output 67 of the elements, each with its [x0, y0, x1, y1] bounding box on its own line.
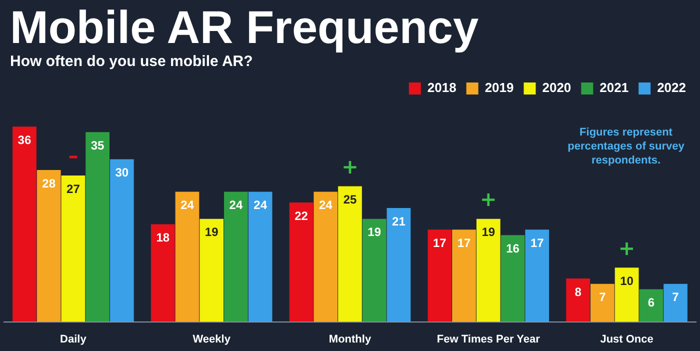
bar	[36, 170, 61, 322]
data-label: 21	[392, 214, 406, 228]
x-tick-label: Few Times Per Year	[436, 333, 541, 346]
data-label: 7	[599, 290, 606, 304]
bar	[452, 230, 476, 322]
annotation: Figures represent percentages of survey respondents.	[568, 126, 686, 167]
data-label: 17	[530, 236, 544, 250]
bar	[110, 159, 134, 322]
data-label: 7	[672, 290, 680, 304]
data-label: 19	[368, 225, 382, 240]
bar	[500, 235, 525, 322]
bar	[566, 278, 590, 322]
bar	[525, 230, 550, 322]
annotation: –	[68, 144, 78, 168]
legend-label: 2019	[484, 80, 514, 96]
bar	[639, 289, 664, 322]
x-tick-label: Monthly	[328, 333, 372, 346]
data-label: 17	[457, 236, 472, 250]
bar	[224, 192, 248, 322]
chart-title: Mobile AR Frequency	[9, 0, 480, 53]
data-label: 24	[229, 198, 243, 212]
bar	[200, 218, 224, 322]
bar	[86, 132, 110, 322]
bar	[664, 284, 688, 322]
data-label: 30	[115, 166, 129, 180]
data-label: 24	[254, 198, 268, 212]
annotation: +	[618, 236, 636, 260]
data-label: 19	[482, 225, 496, 240]
legend-label: 2018	[427, 80, 456, 96]
bar	[175, 192, 200, 322]
legend-label: 2020	[542, 80, 572, 96]
legend-label: 2021	[600, 80, 629, 96]
bar	[614, 268, 639, 322]
data-label: 16	[506, 241, 520, 256]
data-label: 24	[318, 198, 333, 212]
annotation: +	[342, 154, 358, 179]
legend-label: 2022	[657, 80, 686, 96]
bar	[314, 192, 338, 322]
data-label: 36	[18, 132, 32, 147]
data-label: 24	[180, 198, 194, 212]
bar	[150, 224, 175, 322]
data-label: 10	[620, 274, 634, 288]
bar	[61, 175, 86, 322]
x-tick-label: Just Once	[600, 333, 654, 346]
data-label: 8	[574, 284, 582, 299]
bar	[289, 202, 314, 322]
bar	[428, 230, 452, 322]
data-label: 27	[66, 182, 80, 196]
bar	[362, 218, 386, 322]
data-label: 19	[204, 225, 219, 240]
x-tick-label: Weekly	[192, 333, 232, 346]
annotation: +	[480, 187, 497, 212]
bar	[590, 284, 614, 322]
chart-subtitle: How often do you use mobile AR?	[9, 52, 254, 72]
x-tick-label: Daily	[60, 333, 88, 346]
data-label: 25	[343, 192, 357, 207]
bar	[386, 208, 411, 322]
bar	[12, 126, 36, 322]
bar	[248, 192, 272, 322]
data-label: 35	[90, 138, 105, 152]
bar	[338, 186, 362, 322]
bar	[476, 218, 500, 322]
data-label: 18	[156, 230, 170, 245]
data-label: 6	[648, 296, 655, 310]
data-label: 17	[433, 236, 447, 250]
data-label: 28	[42, 176, 56, 190]
data-label: 22	[294, 208, 308, 223]
